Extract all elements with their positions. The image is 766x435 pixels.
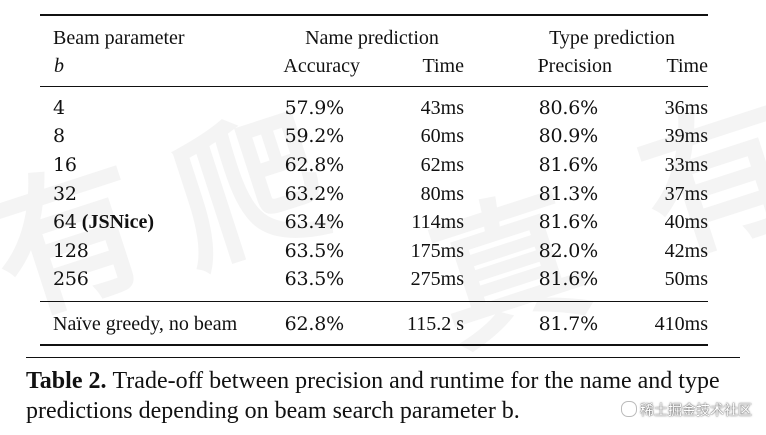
badge-logo-icon — [621, 401, 637, 417]
type-time-value: 42ms — [664, 240, 708, 262]
beam-value: 128 — [53, 240, 89, 262]
table-top-rule — [40, 14, 708, 16]
beam-value: Naïve greedy, no beam — [53, 313, 238, 335]
header-beam-symbol: b — [54, 55, 64, 77]
name-accuracy-value: 57.9% — [284, 97, 345, 119]
name-time-value: 114ms — [411, 211, 464, 233]
header-precision: Precision — [537, 55, 612, 77]
beam-number: 64 — [53, 211, 77, 233]
type-precision-value: 81.6% — [538, 268, 599, 290]
beam-value: 64 (JSNice) — [53, 210, 154, 234]
type-time-value: 410ms — [654, 313, 708, 335]
beam-value: 4 — [53, 97, 65, 119]
name-time-value: 60ms — [420, 125, 464, 147]
header-name-prediction: Name prediction — [305, 27, 439, 49]
name-time-value: 62ms — [420, 154, 464, 176]
type-precision-value: 81.6% — [538, 154, 599, 176]
beam-value: 256 — [53, 268, 89, 290]
type-time-value: 40ms — [664, 211, 708, 233]
name-time-value: 175ms — [410, 240, 464, 262]
header-beam-parameter: Beam parameter — [53, 27, 185, 49]
type-precision-value: 80.9% — [538, 125, 599, 147]
header-name-time: Time — [422, 55, 464, 77]
badge-text: 稀土掘金技术社区 — [640, 403, 752, 419]
caption-separator — [26, 357, 740, 358]
type-precision-value: 81.6% — [538, 211, 599, 233]
name-accuracy-value: 62.8% — [284, 313, 345, 335]
name-accuracy-value: 63.5% — [284, 240, 345, 262]
type-time-value: 36ms — [664, 97, 708, 119]
name-accuracy-value: 63.5% — [284, 268, 345, 290]
header-type-prediction: Type prediction — [549, 27, 675, 49]
beam-value: 16 — [53, 154, 77, 176]
name-accuracy-value: 63.4% — [284, 211, 345, 233]
name-accuracy-value: 63.2% — [284, 183, 345, 205]
name-time-value: 275ms — [410, 268, 464, 290]
header-type-time: Time — [666, 55, 708, 77]
type-precision-value: 81.3% — [538, 183, 599, 205]
table-caption: Table 2. Trade-off between precision and … — [26, 366, 742, 426]
caption-text: Trade-off between precision and runtime … — [26, 368, 720, 424]
beam-value: 32 — [53, 183, 77, 205]
table-mid-rule — [40, 301, 708, 302]
table-bottom-rule — [40, 344, 708, 346]
type-precision-value: 80.6% — [538, 97, 599, 119]
type-time-value: 37ms — [664, 183, 708, 205]
type-precision-value: 82.0% — [538, 240, 599, 262]
jsnice-label: (JSNice) — [81, 211, 154, 233]
name-time-value: 80ms — [420, 183, 464, 205]
caption-label: Table 2. — [26, 368, 107, 394]
beam-value: 8 — [53, 125, 65, 147]
name-time-value: 115.2 s — [406, 313, 464, 335]
name-accuracy-value: 59.2% — [284, 125, 345, 147]
type-precision-value: 81.7% — [538, 313, 599, 335]
name-time-value: 43ms — [420, 97, 464, 119]
watermark-badge: 稀土掘金技术社区 — [621, 400, 752, 420]
name-accuracy-value: 62.8% — [284, 154, 345, 176]
table-header-rule — [40, 86, 708, 87]
type-time-value: 50ms — [664, 268, 708, 290]
type-time-value: 33ms — [664, 154, 708, 176]
type-time-value: 39ms — [664, 125, 708, 147]
header-accuracy: Accuracy — [283, 55, 360, 77]
